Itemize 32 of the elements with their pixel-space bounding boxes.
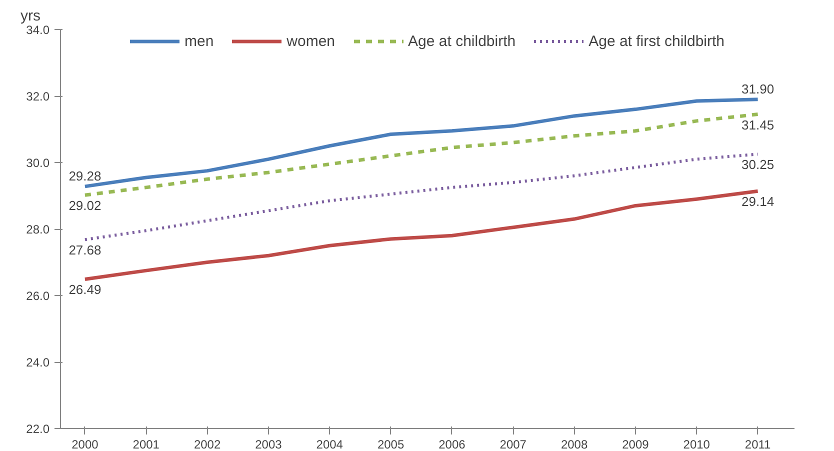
x-tick-label: 2007 <box>500 438 527 451</box>
x-tick-label: 2011 <box>744 438 772 451</box>
y-tick-label: 34.0 <box>26 23 50 37</box>
y-tick-label: 24.0 <box>26 356 50 370</box>
data-label: 29.14 <box>742 194 774 210</box>
y-tick-label: 22.0 <box>26 422 50 436</box>
y-tick-label: 28.0 <box>26 222 50 236</box>
y-tick-label: 32.0 <box>26 90 50 104</box>
legend-label: Age at childbirth <box>408 32 516 50</box>
data-label: 30.25 <box>742 157 774 172</box>
x-tick-label: 2005 <box>377 438 404 451</box>
data-label: 29.02 <box>68 198 102 214</box>
data-label: 29.28 <box>68 168 102 184</box>
x-tick-label: 2003 <box>255 438 282 451</box>
x-tick-label: 2008 <box>560 438 588 451</box>
x-tick-label: 2006 <box>438 438 466 451</box>
legend-label: men <box>184 32 214 50</box>
legend-label: women <box>286 32 336 50</box>
data-label: 26.49 <box>68 282 102 298</box>
x-tick-label: 2000 <box>72 438 99 451</box>
x-tick-label: 2004 <box>316 438 344 451</box>
x-tick-label: 2009 <box>622 438 650 451</box>
y-tick-label: 30.0 <box>26 156 50 170</box>
y-tick-label: 26.0 <box>26 289 50 303</box>
x-tick-label: 2002 <box>194 438 221 451</box>
data-label: 27.68 <box>68 242 102 258</box>
y-axis-title: yrs <box>20 8 40 24</box>
x-tick-label: 2001 <box>132 438 160 451</box>
x-tick-label: 2010 <box>683 438 710 451</box>
legend-label: Age at first childbirth <box>588 32 725 50</box>
data-label: 31.45 <box>742 117 774 132</box>
data-label: 31.90 <box>742 81 774 96</box>
